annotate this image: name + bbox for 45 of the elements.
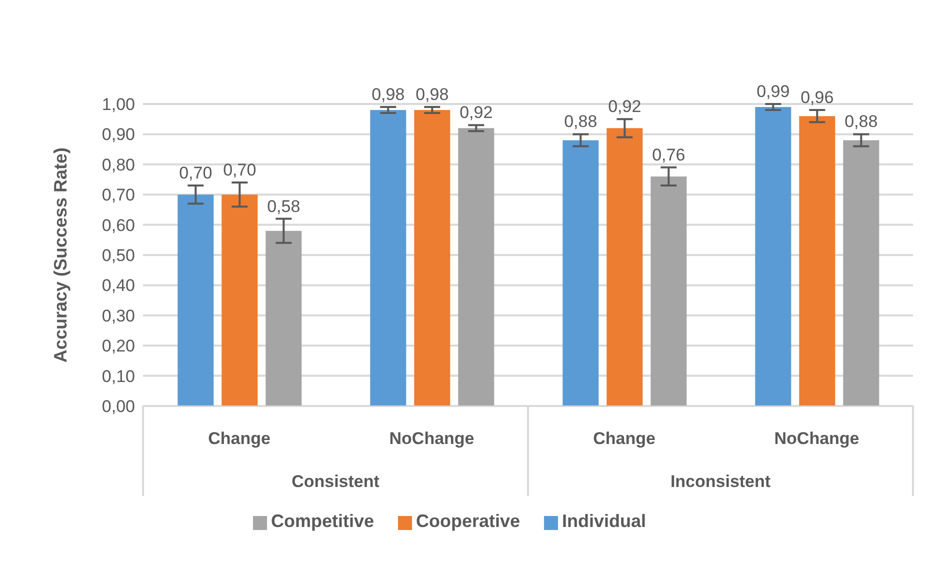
data-label: 0,88 bbox=[844, 112, 878, 132]
data-label: 0,58 bbox=[267, 196, 300, 216]
y-tick-label: 1,00 bbox=[102, 95, 135, 114]
data-label: 0,92 bbox=[460, 103, 493, 122]
y-tick-label: 0,20 bbox=[102, 336, 135, 356]
bar bbox=[266, 230, 302, 406]
data-label: 0,70 bbox=[179, 164, 212, 183]
bar bbox=[222, 194, 258, 406]
legend-label: Individual bbox=[562, 511, 646, 531]
data-label: 0,98 bbox=[416, 85, 449, 104]
x-tick-label: Change bbox=[593, 429, 656, 448]
bar bbox=[562, 140, 599, 406]
data-label: 0,98 bbox=[372, 85, 405, 104]
legend-label: Cooperative bbox=[416, 511, 520, 531]
y-tick-label: 0,50 bbox=[102, 246, 135, 266]
data-label: 0,99 bbox=[756, 82, 790, 101]
y-tick-label: 0,10 bbox=[102, 366, 135, 386]
text: Consistent bbox=[292, 472, 380, 491]
bar bbox=[799, 116, 836, 406]
legend-label: Competitive bbox=[270, 511, 374, 531]
data-label: 0,96 bbox=[800, 88, 834, 108]
y-axis-title: Accuracy (Success Rate) bbox=[50, 147, 70, 363]
x-tick-label: NoChange bbox=[389, 429, 474, 448]
bar bbox=[458, 128, 494, 406]
y-tick-label: 0,70 bbox=[102, 186, 135, 205]
bar bbox=[370, 110, 406, 406]
y-tick-label: 0,30 bbox=[102, 306, 135, 326]
y-tick-label: 0,60 bbox=[102, 216, 135, 235]
data-label: 0,92 bbox=[608, 97, 642, 116]
x-tick-label: Change bbox=[208, 429, 270, 448]
y-tick-label: 0,40 bbox=[102, 276, 135, 296]
bar bbox=[650, 176, 687, 406]
data-label: 0,88 bbox=[564, 112, 598, 132]
y-tick-label: 0,80 bbox=[102, 155, 135, 174]
data-label: 0,76 bbox=[652, 145, 686, 164]
bar bbox=[606, 128, 643, 406]
bar bbox=[755, 107, 792, 406]
bar bbox=[414, 110, 450, 406]
text: Inconsistent bbox=[670, 472, 771, 491]
x-tick-label: NoChange bbox=[774, 429, 860, 448]
bar bbox=[178, 194, 214, 406]
data-label: 0,70 bbox=[223, 160, 256, 180]
y-tick-label: 0,90 bbox=[102, 125, 135, 144]
bar bbox=[843, 140, 880, 406]
y-tick-label: 0,00 bbox=[102, 397, 135, 416]
